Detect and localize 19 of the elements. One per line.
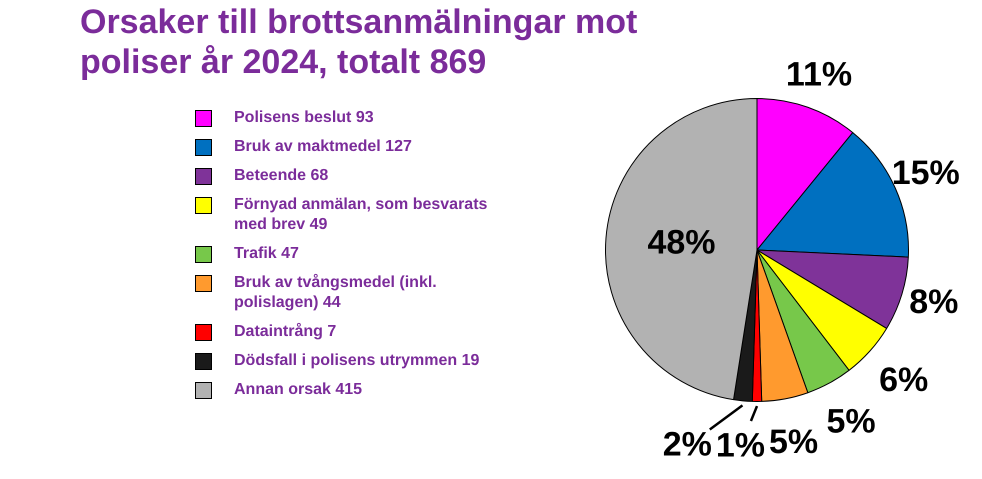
- legend-label: Dataintrång 7: [234, 322, 338, 342]
- legend-label: Annan orsak 415: [234, 380, 364, 400]
- data-label: 15%: [892, 154, 960, 192]
- legend-label: Bruk av maktmedel 127: [234, 137, 413, 157]
- legend-label: Förnyad anmälan, som besvarats med brev 49: [234, 195, 488, 235]
- legend-label: Trafik 47: [234, 244, 300, 264]
- legend-label: Polisens beslut 93: [234, 108, 375, 128]
- chart-title: Orsaker till brottsanmälningar mot poliser år 2024, totalt 869: [80, 2, 638, 82]
- data-label: 8%: [909, 283, 958, 322]
- data-label: 5%: [768, 422, 818, 461]
- legend-label: Dödsfall i polisens utrymmen 19: [234, 351, 480, 371]
- data-label: 48%: [647, 223, 716, 262]
- legend-label: Beteende 68: [234, 166, 330, 186]
- legend-label: Bruk av tvångsmedel (inkl. polislagen) 44: [234, 273, 438, 313]
- data-label: 2%: [662, 425, 712, 464]
- data-label: 11%: [786, 55, 852, 94]
- data-label: 6%: [879, 360, 928, 399]
- data-label: 5%: [826, 402, 876, 440]
- data-label: 1%: [716, 426, 765, 464]
